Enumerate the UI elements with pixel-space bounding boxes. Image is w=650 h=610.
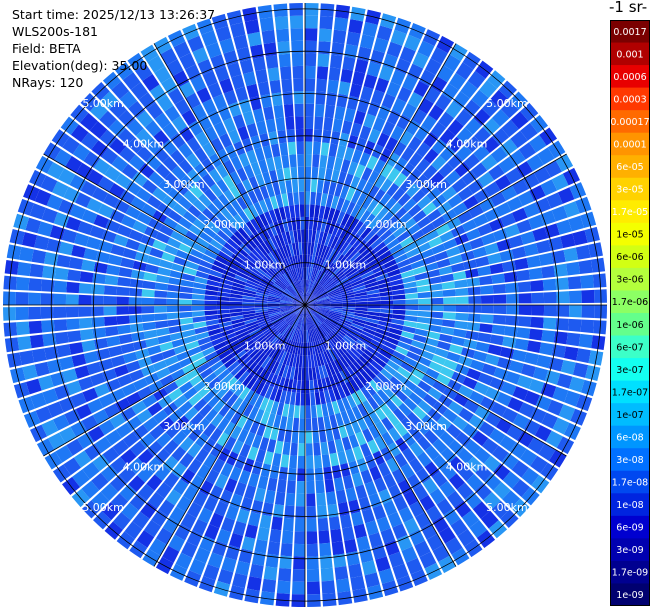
colorbar-swatch (610, 222, 650, 246)
colorbar-swatch (610, 245, 650, 269)
azimuth-spoke (43, 304, 306, 457)
colorbar-swatch (610, 20, 650, 44)
elevation-label: Elevation(deg): 35.00 (12, 58, 148, 73)
nrays-label: NRays: 120 (12, 75, 84, 90)
colorbar-tick-label: 6e-07 (616, 342, 643, 353)
range-label: 1.00km (325, 259, 367, 272)
colorbar-swatch (610, 42, 650, 66)
radar-sectors (3, 3, 607, 607)
field-label: Field: BETA (12, 41, 81, 56)
colorbar-tick-label: 3e-07 (616, 365, 643, 376)
colorbar-swatch (610, 177, 650, 201)
colorbar: 0.0017 0.001 0.0006 0.0003 0.00017 0.0001 6e-0… (610, 20, 650, 606)
colorbar-tick-label: 3e-08 (616, 455, 643, 466)
colorbar-tick-label: 1e-09 (616, 590, 643, 601)
colorbar-swatch (610, 470, 650, 494)
colorbar-tick-label: 6e-05 (616, 162, 643, 173)
colorbar-swatch (610, 65, 650, 89)
colorbar-tick-label: 1.7e-07 (612, 387, 648, 398)
instrument-label: WLS200s-181 (12, 24, 98, 39)
colorbar-swatch (610, 267, 650, 291)
colorbar-swatch (610, 200, 650, 224)
colorbar-tick-label: 1e-07 (616, 410, 643, 421)
colorbar-tick-label: 3e-09 (616, 545, 643, 556)
colorbar-tick-label: 1e-05 (616, 230, 643, 241)
range-label: 3.00km (163, 420, 205, 433)
azimuth-spoke (304, 153, 567, 306)
colorbar-tick-label: 1e-06 (616, 320, 643, 331)
start-time-label: Start time: 2025/12/13 13:26:37 (12, 7, 216, 22)
colorbar-title: -1 sr- (609, 0, 648, 16)
range-ring-labels: 1.00km 2.00km 3.00km 4.00km 5.00km 1.00km 2.00… (82, 97, 527, 514)
colorbar-swatch (610, 358, 650, 382)
colorbar-tick-label: 6e-09 (616, 523, 643, 534)
colorbar-swatch (610, 110, 650, 134)
colorbar-tick-label: 1.7e-09 (612, 568, 648, 579)
colorbar-tick-label: 1.7e-08 (612, 478, 648, 489)
colorbar-tick-label: 3e-06 (616, 275, 643, 286)
range-label: 5.00km (82, 97, 124, 110)
colorbar-swatch (610, 132, 650, 156)
range-label: 5.00km (486, 97, 528, 110)
colorbar-tick-label: 6e-08 (616, 432, 643, 443)
scan-info: Start time: 2025/12/13 13:26:37 WLS200s-… (12, 6, 215, 91)
range-label: 2.00km (365, 218, 407, 231)
colorbar-tick-label: 0.001 (616, 49, 643, 60)
colorbar-swatch (610, 448, 650, 472)
colorbar-tick-label: 3e-05 (616, 185, 643, 196)
azimuth-spoke (304, 43, 457, 306)
azimuth-spoke (43, 153, 306, 306)
colorbar-tick-label: 0.0001 (613, 139, 646, 150)
colorbar-swatch (610, 560, 650, 584)
range-label: 3.00km (405, 420, 447, 433)
colorbar-swatch (610, 290, 650, 314)
azimuth-spoke (153, 304, 306, 567)
range-label: 4.00km (446, 461, 488, 474)
colorbar-tick-label: 1.7e-06 (612, 297, 648, 308)
colorbar-tick-label: 0.0003 (613, 94, 646, 105)
colorbar-swatch (610, 538, 650, 562)
azimuth-spoke (153, 43, 306, 306)
azimuth-spoke (304, 304, 457, 567)
colorbar-tick-label: 1.7e-05 (612, 207, 648, 218)
range-label: 2.00km (365, 380, 407, 393)
colorbar-tick-label: 0.0006 (613, 72, 646, 83)
range-label: 3.00km (163, 178, 205, 191)
colorbar-swatch (610, 493, 650, 517)
azimuth-spoke (304, 304, 567, 457)
range-label: 2.00km (203, 218, 245, 231)
range-label: 5.00km (486, 501, 528, 514)
colorbar-swatch (610, 515, 650, 539)
colorbar-swatch (610, 313, 650, 337)
colorbar-tick-label: 0.00017 (610, 117, 649, 128)
colorbar-swatch (610, 403, 650, 427)
range-label: 4.00km (123, 137, 165, 150)
range-label: 4.00km (123, 461, 165, 474)
colorbar-swatch (610, 335, 650, 359)
colorbar-tick-label: 6e-06 (616, 252, 643, 263)
colorbar-swatch (610, 87, 650, 111)
range-label: 1.00km (325, 339, 367, 352)
range-label: 1.00km (244, 259, 286, 272)
range-label: 1.00km (244, 339, 286, 352)
colorbar-swatch (610, 583, 650, 606)
range-label: 3.00km (405, 178, 447, 191)
range-label: 5.00km (82, 501, 124, 514)
range-label: 4.00km (446, 137, 488, 150)
azimuth-spokes (3, 3, 607, 607)
colorbar-swatch (610, 425, 650, 449)
colorbar-swatch (610, 380, 650, 404)
colorbar-swatch (610, 155, 650, 179)
colorbar-tick-label: 0.0017 (613, 27, 646, 38)
range-label: 2.00km (203, 380, 245, 393)
ppi-scan-plot: 1.00km 2.00km 3.00km 4.00km 5.00km 1.00km 2.00… (3, 3, 607, 607)
colorbar-tick-label: 1e-08 (616, 500, 643, 511)
